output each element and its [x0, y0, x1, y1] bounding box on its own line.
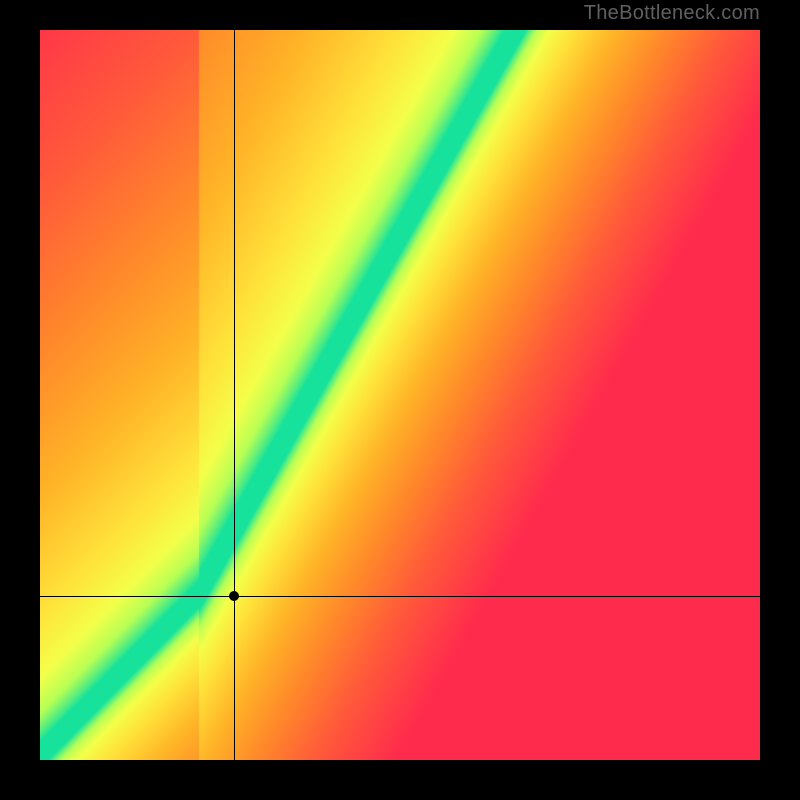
crosshair-vertical — [234, 30, 235, 760]
watermark-text: TheBottleneck.com — [584, 2, 760, 25]
heatmap-canvas — [40, 30, 760, 760]
crosshair-horizontal — [40, 596, 760, 597]
plot-area — [40, 30, 760, 760]
crosshair-marker — [229, 591, 239, 601]
